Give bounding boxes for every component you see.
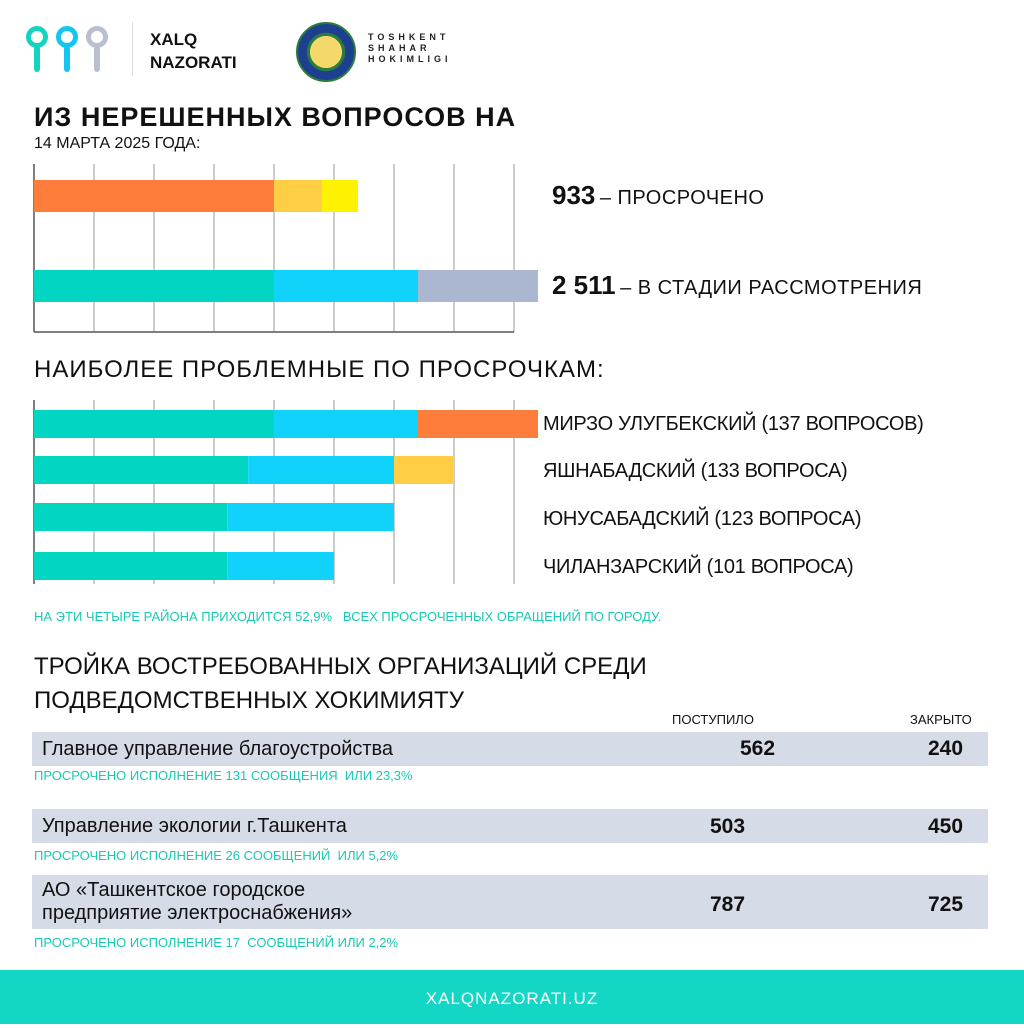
closed-count: 725 bbox=[928, 893, 964, 916]
organization-row: АО «Ташкентское городское предприятие эл… bbox=[32, 875, 988, 929]
review-count: 2 511 bbox=[552, 270, 616, 300]
divider bbox=[132, 22, 133, 76]
overdue-count: 933 bbox=[552, 180, 596, 210]
brand-line: XALQ bbox=[150, 30, 198, 49]
logo-pin-icon bbox=[26, 26, 48, 74]
section1-date: 14 МАРТА 2025 ГОДА: bbox=[34, 135, 201, 152]
bar-segment bbox=[418, 410, 538, 438]
review-stat: 2 511 – В СТАДИИ РАССМОТРЕНИЯ bbox=[552, 270, 922, 301]
overdue-stat: 933 – ПРОСРОЧЕНО bbox=[552, 180, 765, 211]
districts-note: НА ЭТИ ЧЕТЫРЕ РАЙОНА ПРИХОДИТСЯ 52,9% ВС… bbox=[34, 609, 662, 624]
overdue-note: ПРОСРОЧЕНО ИСПОЛНЕНИЕ 26 СООБЩЕНИЙ ИЛИ 5… bbox=[34, 848, 399, 863]
section3-title: ТРОЙКА ВОСТРЕБОВАННЫХ ОРГАНИЗАЦИЙ СРЕДИ П… bbox=[34, 650, 647, 718]
bar-segment bbox=[274, 180, 322, 212]
city-seal-logo bbox=[296, 22, 356, 82]
brand-line: NAZORATI bbox=[150, 53, 237, 72]
brand-name: XALQ NAZORATI bbox=[150, 28, 237, 74]
bar-segment bbox=[34, 503, 228, 531]
hokimlik-name: TOSHKENT SHAHAR HOKIMLIGI bbox=[368, 32, 452, 65]
bar-segment bbox=[34, 410, 274, 438]
logo-pin-icon bbox=[86, 26, 108, 74]
overdue-note: ПРОСРОЧЕНО ИСПОЛНЕНИЕ 131 СООБЩЕНИЯ ИЛИ … bbox=[34, 768, 413, 783]
organization-name: Главное управление благоустройства bbox=[42, 738, 394, 760]
review-label: – В СТАДИИ РАССМОТРЕНИЯ bbox=[620, 277, 923, 299]
bar-segment bbox=[34, 552, 228, 580]
bar-segment bbox=[274, 410, 418, 438]
hokimlik-line: TOSHKENT bbox=[368, 32, 450, 42]
section1-title: ИЗ НЕРЕШЕННЫХ ВОПРОСОВ НА bbox=[34, 102, 517, 132]
district-label: ЮНУСАБАДСКИЙ (123 ВОПРОСА) bbox=[543, 508, 862, 530]
overdue-label: – ПРОСРОЧЕНО bbox=[599, 187, 765, 209]
organization-name: предприятие электроснабжения» bbox=[42, 902, 353, 924]
organization-name: АО «Ташкентское городское bbox=[42, 879, 306, 901]
received-count: 787 bbox=[710, 893, 746, 916]
received-count: 503 bbox=[710, 815, 746, 838]
bar-segment bbox=[34, 456, 249, 484]
column-header-received: ПОСТУПИЛО bbox=[672, 712, 754, 727]
bar-segment bbox=[322, 180, 358, 212]
closed-count: 450 bbox=[928, 815, 964, 838]
logo-pin-icon bbox=[56, 26, 78, 74]
organization-name: Управление экологии г.Ташкента bbox=[42, 815, 347, 837]
closed-count: 240 bbox=[928, 737, 964, 760]
bar-segment bbox=[248, 456, 394, 484]
bar-segment bbox=[394, 456, 454, 484]
bar-segment bbox=[274, 270, 418, 302]
title-line: ПОДВЕДОМСТВЕННЫХ ХОКИМИЯТУ bbox=[34, 687, 464, 714]
organization-row: Управление экологии г.Ташкента 503 450 bbox=[32, 809, 988, 843]
district-label: ЯШНАБАДСКИЙ (133 ВОПРОСА) bbox=[543, 460, 848, 482]
received-count: 562 bbox=[740, 737, 776, 760]
district-label: ЧИЛАНЗАРСКИЙ (101 ВОПРОСА) bbox=[543, 556, 854, 578]
column-header-closed: ЗАКРЫТО bbox=[910, 712, 972, 727]
organization-row: Главное управление благоустройства 562 2… bbox=[32, 732, 988, 766]
title-line: ТРОЙКА ВОСТРЕБОВАННЫХ ОРГАНИЗАЦИЙ СРЕДИ bbox=[34, 653, 647, 680]
bar-segment bbox=[34, 180, 274, 212]
bar-segment bbox=[418, 270, 538, 302]
footer-url[interactable]: XALQNAZORATI.UZ bbox=[0, 970, 1024, 1024]
overdue-note: ПРОСРОЧЕНО ИСПОЛНЕНИЕ 17 СООБЩЕНИЙ ИЛИ 2… bbox=[34, 935, 399, 950]
section2-title: НАИБОЛЕЕ ПРОБЛЕМНЫЕ ПО ПРОСРОЧКАМ: bbox=[34, 356, 605, 383]
bar-segment bbox=[34, 270, 274, 302]
hokimlik-line: SHAHAR bbox=[368, 43, 431, 53]
bar-segment bbox=[227, 503, 394, 531]
bar-segment bbox=[227, 552, 334, 580]
hokimlik-line: HOKIMLIGI bbox=[368, 54, 452, 64]
district-label: МИРЗО УЛУГБЕКСКИЙ (137 ВОПРОСОВ) bbox=[543, 413, 924, 435]
